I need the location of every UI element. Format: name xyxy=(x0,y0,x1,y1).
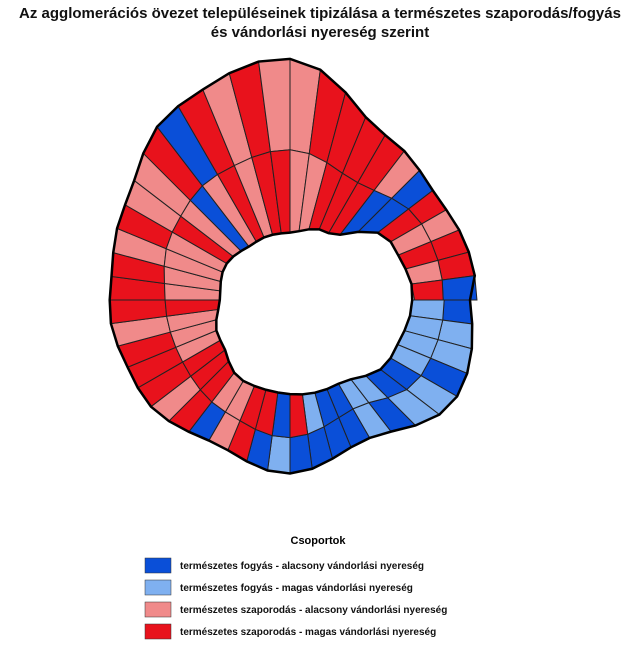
outer-boundary xyxy=(108,57,477,475)
map-title: Az agglomerációs övezet településeinek t… xyxy=(19,5,621,41)
legend-label: természetes fogyás - magas vándorlási ny… xyxy=(180,583,413,594)
legend-title: Csoportok xyxy=(291,535,347,547)
regions xyxy=(108,57,478,475)
legend-label: természetes szaporodás - alacsony vándor… xyxy=(180,605,447,616)
legend-swatch xyxy=(144,601,172,618)
legend-swatch xyxy=(144,623,172,640)
legend: természetes fogyás - alacsony vándorlási… xyxy=(144,557,447,640)
region xyxy=(289,433,313,475)
legend-swatch xyxy=(144,557,172,574)
inner-boundary xyxy=(215,228,414,396)
legend-swatch xyxy=(144,579,172,596)
legend-label: természetes fogyás - alacsony vándorlási… xyxy=(180,561,424,572)
region xyxy=(410,279,444,301)
legend-label: természetes szaporodás - magas vándorlás… xyxy=(180,627,436,638)
